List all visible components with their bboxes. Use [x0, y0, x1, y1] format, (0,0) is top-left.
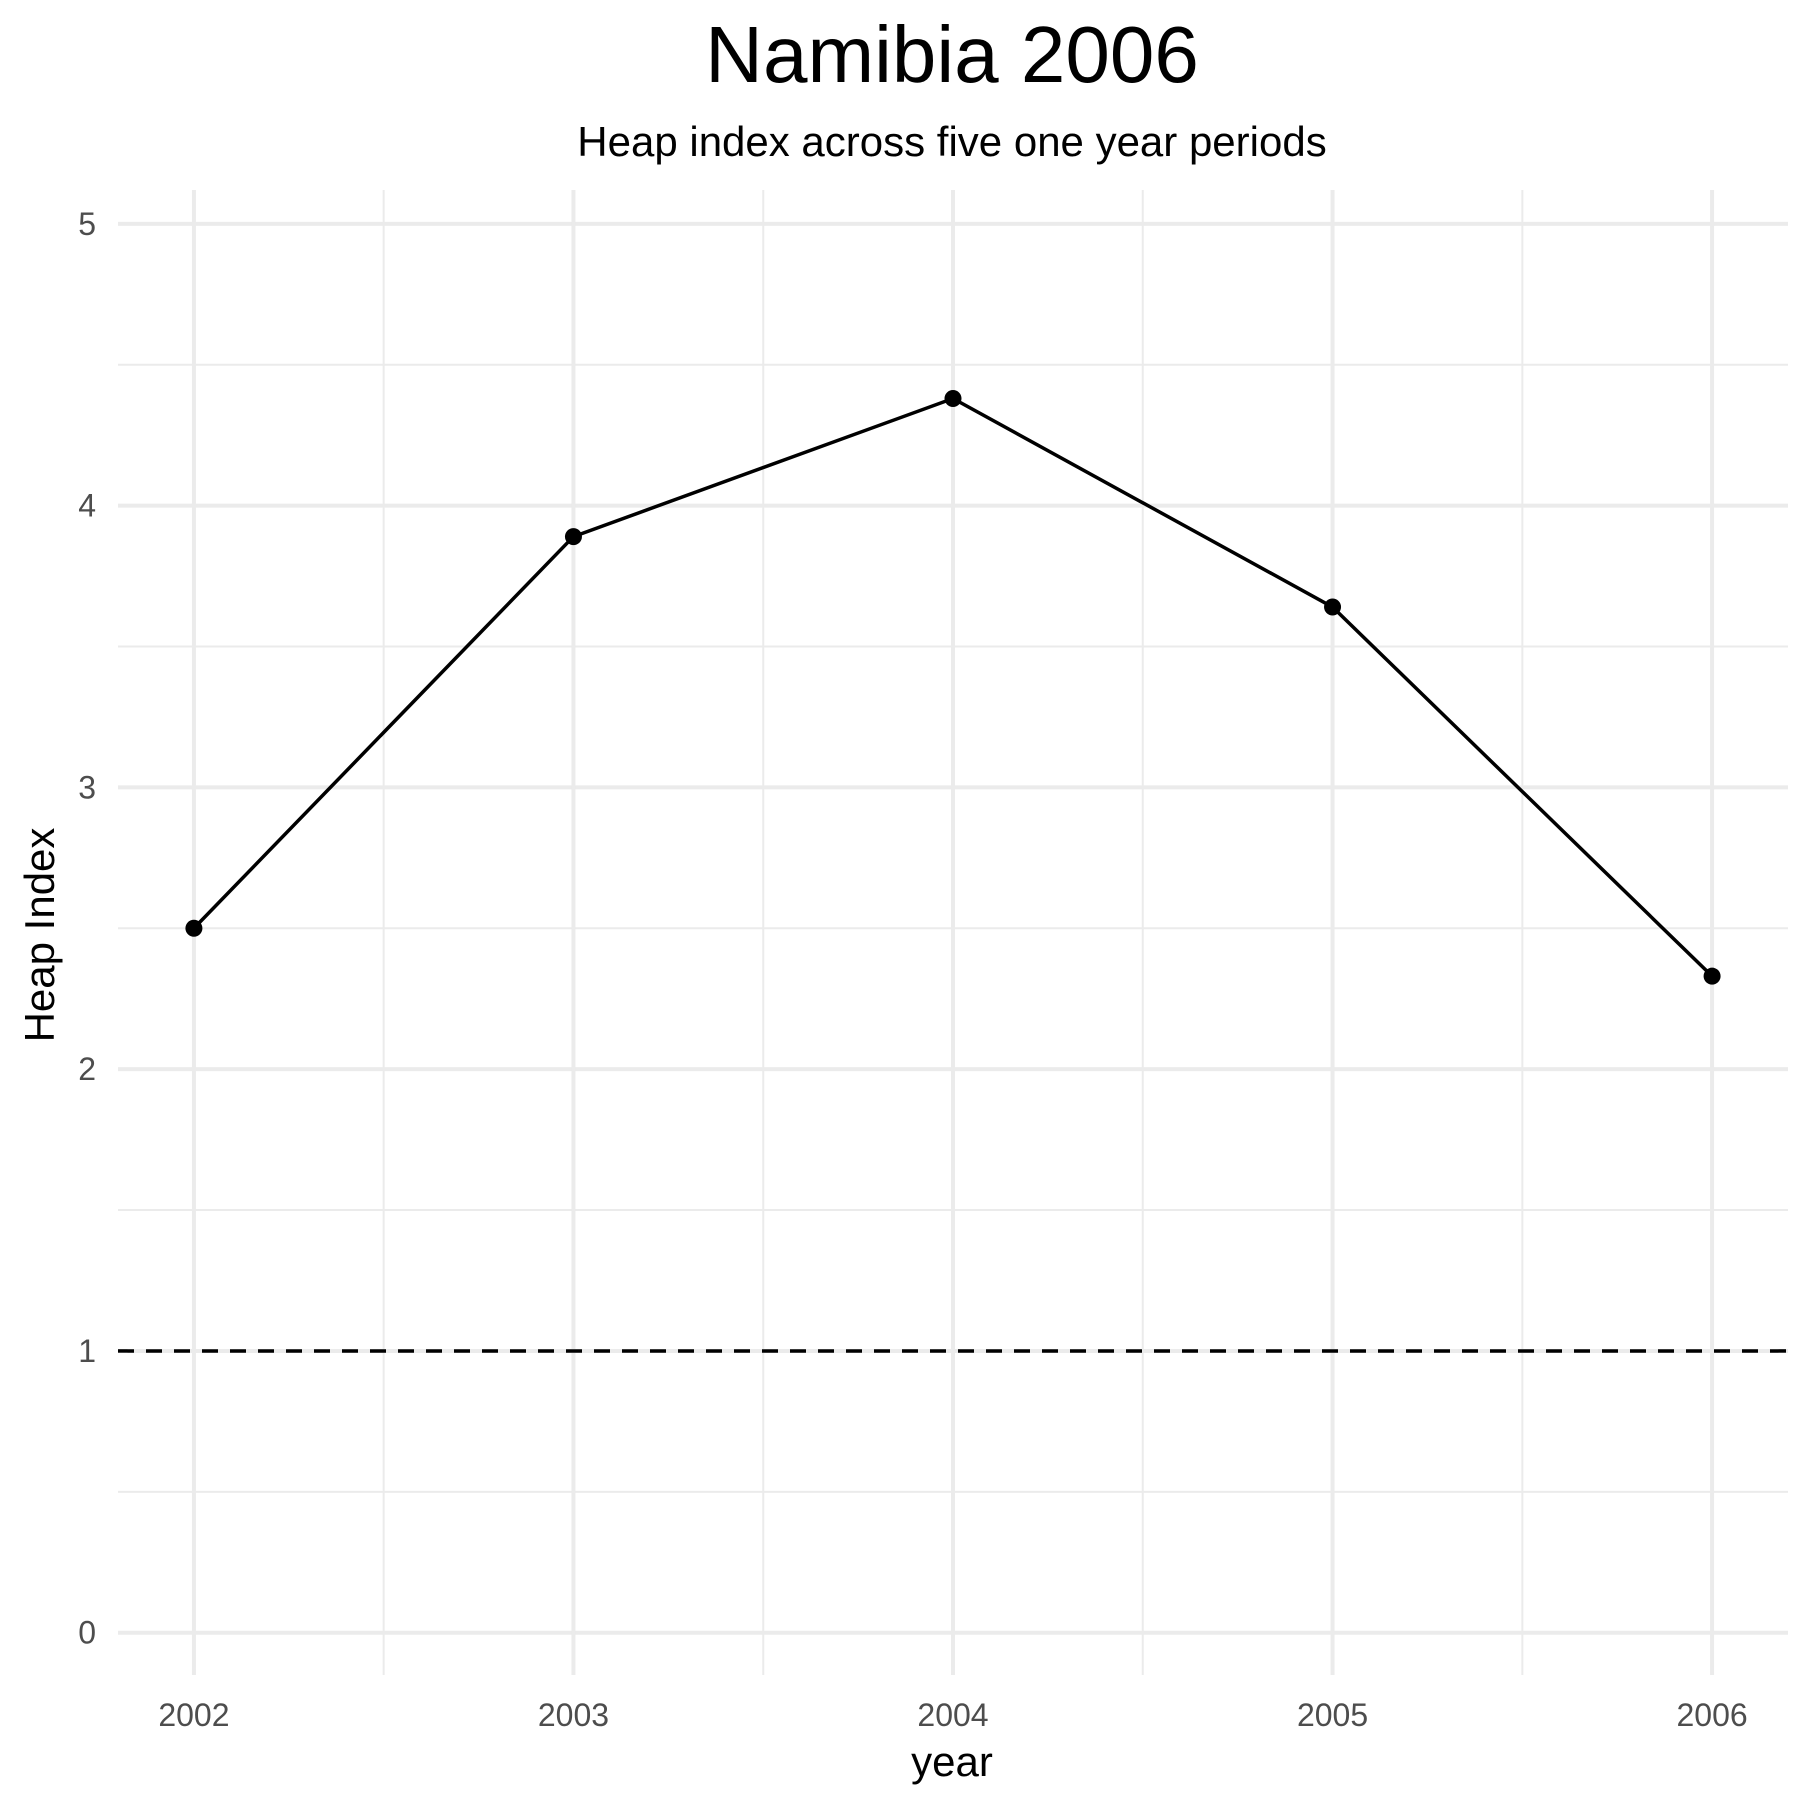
chart-title: Namibia 2006 — [705, 10, 1199, 99]
data-point — [1703, 967, 1721, 985]
data-point — [944, 390, 962, 408]
x-tick-label: 2003 — [538, 1697, 609, 1733]
data-point — [1324, 598, 1342, 616]
x-axis-title: year — [911, 1738, 993, 1785]
x-tick-label: 2006 — [1676, 1697, 1747, 1733]
y-tick-label: 3 — [78, 769, 96, 805]
x-tick-label: 2005 — [1297, 1697, 1368, 1733]
x-tick-label: 2002 — [158, 1697, 229, 1733]
y-axis-title: Heap Index — [16, 828, 63, 1043]
series — [185, 390, 1721, 985]
chart-subtitle: Heap index across five one year periods — [577, 118, 1326, 165]
y-tick-label: 4 — [78, 488, 96, 524]
data-point — [564, 528, 582, 546]
y-tick-label: 1 — [78, 1333, 96, 1369]
tick-labels: 0 1 2 3 4 5 2002 2003 2004 2005 2006 — [78, 206, 1747, 1733]
data-point — [185, 919, 203, 937]
y-tick-label: 2 — [78, 1051, 96, 1087]
x-tick-label: 2004 — [917, 1697, 988, 1733]
grid — [118, 190, 1788, 1675]
y-tick-label: 0 — [78, 1615, 96, 1651]
y-tick-label: 5 — [78, 206, 96, 242]
